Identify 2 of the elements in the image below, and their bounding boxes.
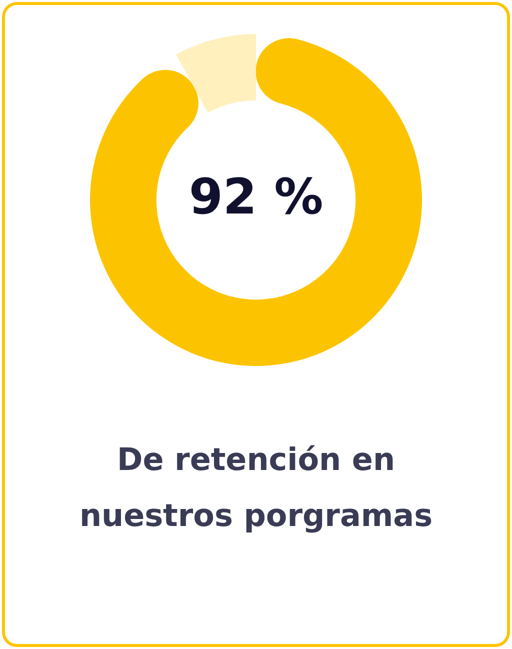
data-label: 92 % <box>188 168 324 226</box>
text: De retención en nuestros porgramas <box>78 441 434 536</box>
